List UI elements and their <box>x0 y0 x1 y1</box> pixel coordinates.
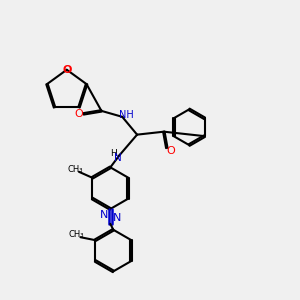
Text: N: N <box>113 213 121 223</box>
Text: CH₃: CH₃ <box>68 230 84 239</box>
Text: N: N <box>100 210 108 220</box>
Text: N: N <box>114 153 122 164</box>
Text: CH₃: CH₃ <box>68 165 83 174</box>
Text: O: O <box>166 146 175 156</box>
Text: H: H <box>110 149 117 158</box>
Text: NH: NH <box>119 110 134 120</box>
Text: O: O <box>75 109 83 119</box>
Text: O: O <box>62 65 71 75</box>
